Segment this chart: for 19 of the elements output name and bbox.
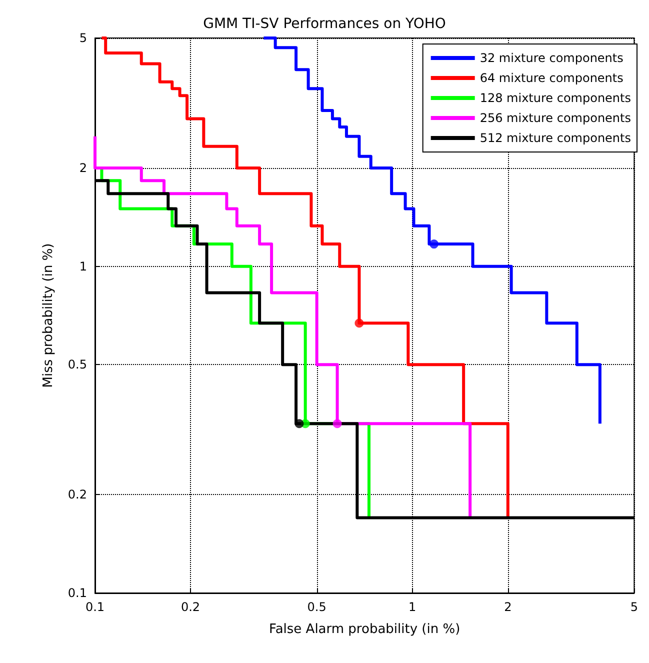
x-tick-label: 0.2 (180, 600, 200, 614)
y-tick-label: 0.2 (68, 488, 87, 502)
chart-title: GMM TI-SV Performances on YOHO (203, 16, 446, 32)
x-tick-label: 1 (408, 600, 416, 614)
y-tick-label: 0.5 (68, 358, 87, 372)
y-tick-label: 2 (79, 160, 87, 175)
x-axis-title: False Alarm probability (in %) (269, 622, 460, 637)
y-tick-label: 1 (79, 259, 87, 274)
legend-label: 32 mixture components (480, 51, 624, 65)
x-tick-label: 5 (630, 600, 638, 614)
x-tick-label: 2 (504, 600, 512, 614)
legend-label: 128 mixture components (480, 91, 632, 105)
y-axis-title: Miss probability (in %) (41, 243, 56, 388)
y-tick-label: 0.1 (68, 586, 87, 600)
legend-label: 256 mixture components (480, 111, 632, 125)
legend-label: 64 mixture components (480, 71, 624, 85)
x-tick-label: 0.5 (307, 600, 326, 614)
legend-label: 512 mixture components (480, 131, 632, 145)
y-tick-label: 5 (79, 31, 87, 45)
